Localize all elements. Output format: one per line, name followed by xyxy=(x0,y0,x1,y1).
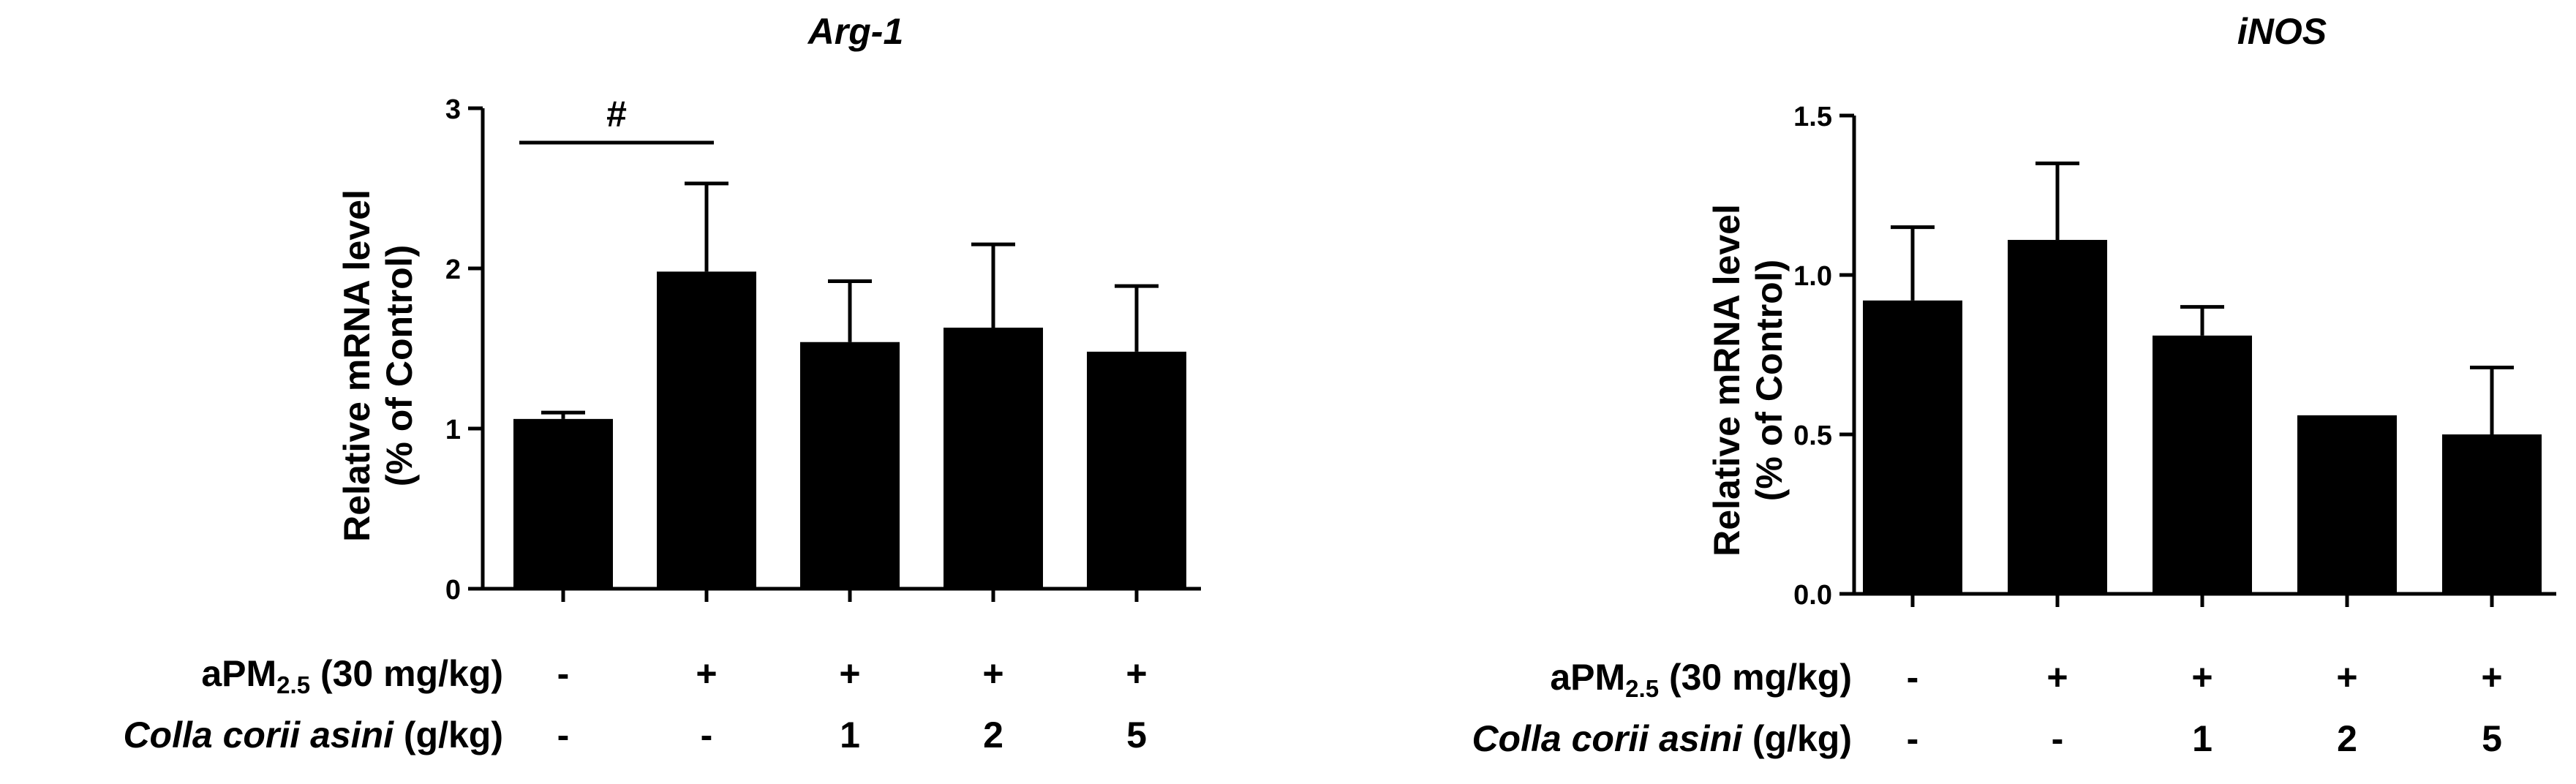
apm-row-value: + xyxy=(1126,653,1147,694)
bar xyxy=(513,418,613,589)
bar xyxy=(2442,434,2542,594)
bar xyxy=(800,342,900,589)
chart-panel-arg1: Arg-1 Relative mRNA level (% of Control)… xyxy=(123,11,1201,755)
y-axis-label: Relative mRNA level (% of Control) xyxy=(1706,204,1790,557)
significance-marker: # xyxy=(606,94,627,135)
y-tick-label: 0 xyxy=(445,575,461,606)
apm-row-value: + xyxy=(839,653,860,694)
chart-panel-inos: iNOS Relative mRNA level (% of Control) … xyxy=(1472,11,2556,759)
plot-area: 0.0 0.5 1.0 1.5 - - + - +1 +2 +5 xyxy=(1793,102,2556,759)
bar xyxy=(657,271,756,589)
colla-row-value: 2 xyxy=(983,715,1003,755)
bar xyxy=(944,328,1043,589)
colla-row-value: 1 xyxy=(840,715,860,755)
bar xyxy=(2008,240,2107,594)
bar xyxy=(2153,335,2252,594)
bar xyxy=(1863,300,1962,594)
y-axis-label: Relative mRNA level (% of Control) xyxy=(336,189,420,542)
bar xyxy=(2297,415,2397,594)
apm-row-value: - xyxy=(1907,657,1919,698)
y-tick-label: 1 xyxy=(445,415,461,445)
y-tick-label: 3 xyxy=(445,94,461,125)
plot-area: 0 1 2 3 - - + - +1 +2 +5 # xyxy=(445,94,1201,755)
y-axis-label-line1: Relative mRNA level xyxy=(1706,204,1747,557)
y-axis-label-line2: (% of Control) xyxy=(379,245,420,486)
apm-row-value: + xyxy=(2046,657,2068,698)
condition-rows: aPM2.5 (30 mg/kg) Colla corii asini (g/k… xyxy=(1472,657,1852,759)
y-axis-label-line2: (% of Control) xyxy=(1749,260,1790,501)
colla-row-label: Colla corii asini (g/kg) xyxy=(123,715,503,755)
apm-row-value: + xyxy=(2191,657,2212,698)
apm-row-value: + xyxy=(2481,657,2502,698)
y-tick-label: 0.5 xyxy=(1793,421,1832,451)
colla-row-value: - xyxy=(557,715,570,755)
colla-row-value: - xyxy=(1907,718,1919,759)
apm-row-label: aPM2.5 (30 mg/kg) xyxy=(1550,657,1852,702)
y-tick-label: 1.5 xyxy=(1793,102,1832,132)
condition-rows: aPM2.5 (30 mg/kg) Colla corii asini (g/k… xyxy=(123,653,503,755)
apm-row-value: + xyxy=(2336,657,2357,698)
colla-row-value: 5 xyxy=(2482,718,2502,759)
apm-row-value: - xyxy=(557,653,570,694)
y-tick-label: 2 xyxy=(445,255,461,285)
chart-title: iNOS xyxy=(2237,11,2327,52)
colla-row-value: - xyxy=(2052,718,2064,759)
apm-row-value: + xyxy=(982,653,1003,694)
apm-row-label: aPM2.5 (30 mg/kg) xyxy=(201,653,503,698)
y-axis-label-line1: Relative mRNA level xyxy=(336,189,377,542)
colla-row-value: 1 xyxy=(2192,718,2212,759)
colla-row-value: - xyxy=(701,715,713,755)
bar xyxy=(1087,351,1186,589)
chart-title: Arg-1 xyxy=(807,11,904,52)
y-tick-label: 1.0 xyxy=(1793,261,1832,292)
colla-row-value: 2 xyxy=(2337,718,2357,759)
apm-row-value: + xyxy=(696,653,717,694)
y-tick-label: 0.0 xyxy=(1793,580,1832,611)
colla-row-label: Colla corii asini (g/kg) xyxy=(1472,718,1852,759)
colla-row-value: 5 xyxy=(1126,715,1147,755)
